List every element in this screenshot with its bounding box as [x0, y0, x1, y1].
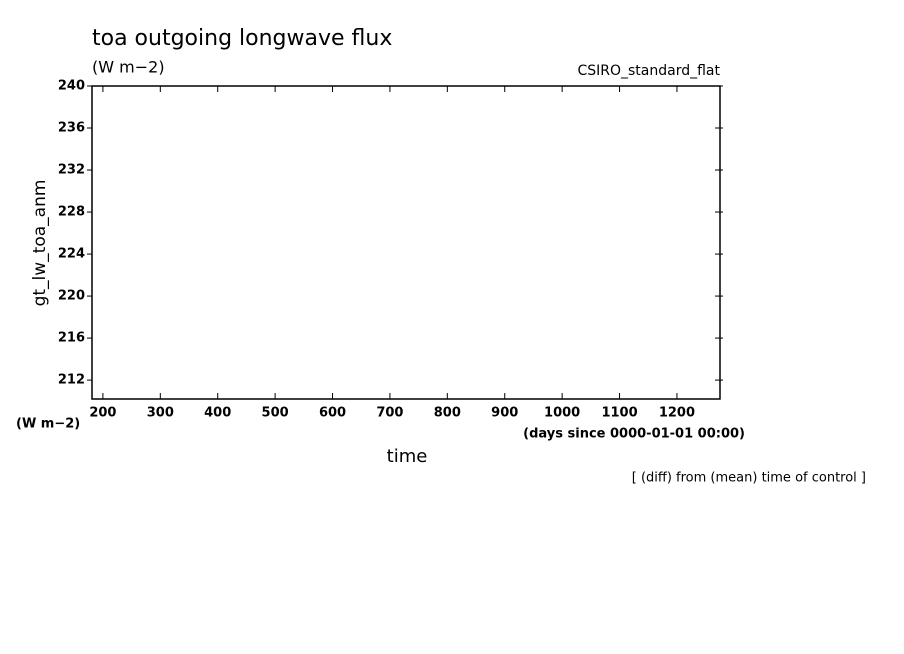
- plot-frame: [91, 85, 721, 400]
- x-tick-label: 1000: [544, 406, 580, 421]
- note: [ (diff) from (mean) time of control ]: [632, 471, 866, 486]
- y-axis-label: gt_lw_toa_anm: [30, 180, 50, 307]
- x-tick-label: 400: [204, 406, 231, 421]
- chart-title: toa outgoing longwave flux: [92, 26, 392, 51]
- x-tick-label: 1100: [601, 406, 637, 421]
- x-axis-units: (days since 0000-01-01 00:00): [523, 427, 745, 442]
- y-tick-label: 228: [58, 205, 85, 220]
- x-tick-label: 500: [262, 406, 289, 421]
- y-tick-label: 240: [58, 79, 85, 94]
- x-tick-label: 900: [491, 406, 518, 421]
- y-tick-label: 236: [58, 121, 85, 136]
- x-tick-label: 1200: [659, 406, 695, 421]
- y-tick-label: 212: [58, 373, 85, 388]
- x-axis-label: time: [387, 446, 428, 467]
- y-tick-label: 220: [58, 289, 85, 304]
- subtitle: CSIRO_standard_flat: [577, 63, 720, 79]
- title-units: (W m−2): [92, 58, 165, 77]
- y-axis-units: (W m−2): [16, 417, 80, 432]
- x-tick-label: 700: [376, 406, 403, 421]
- x-tick-label: 200: [89, 406, 116, 421]
- y-tick-label: 224: [58, 247, 85, 262]
- y-tick-label: 216: [58, 331, 85, 346]
- y-tick-label: 232: [58, 163, 85, 178]
- x-tick-label: 600: [319, 406, 346, 421]
- x-tick-label: 300: [147, 406, 174, 421]
- x-tick-label: 800: [434, 406, 461, 421]
